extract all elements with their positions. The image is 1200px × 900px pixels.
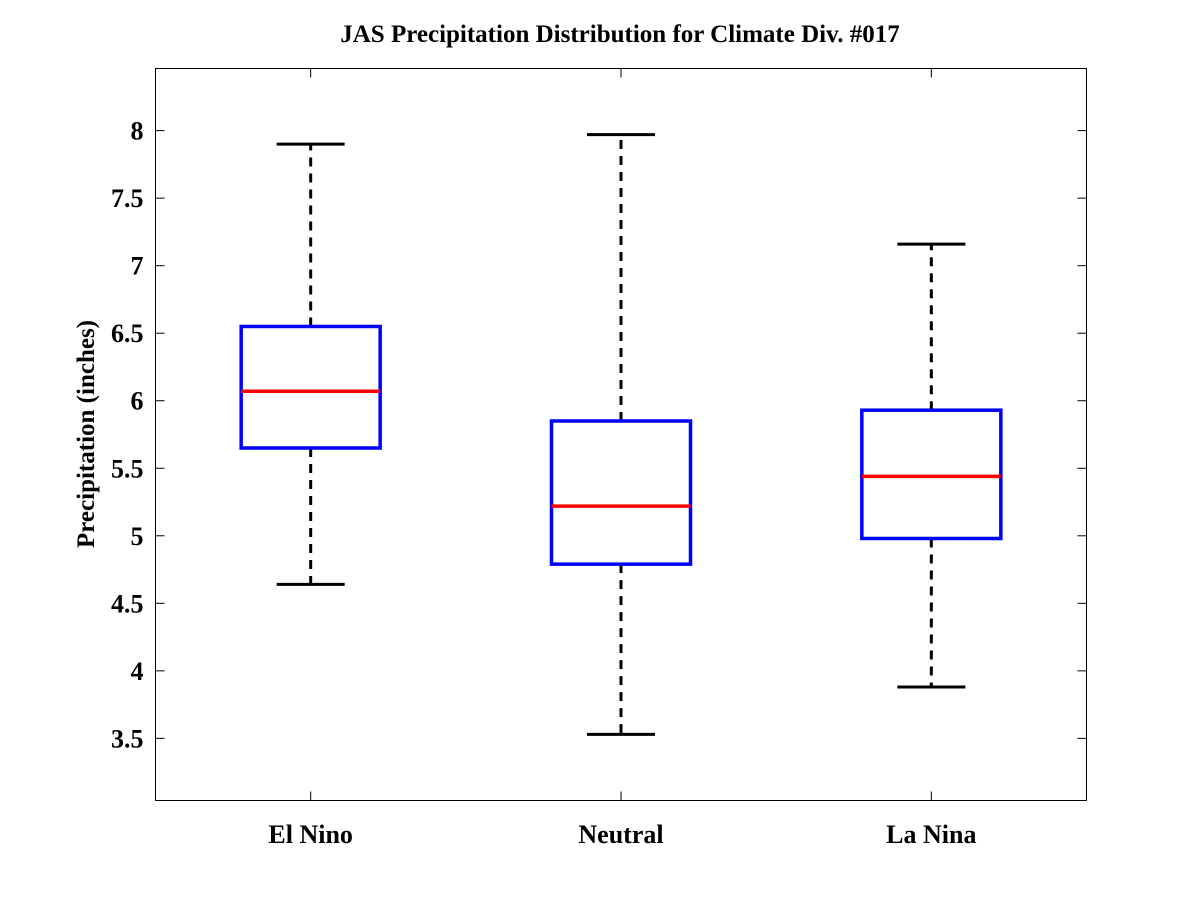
box-iqr: [860, 408, 1003, 541]
y-tick-label: 7.5: [111, 184, 144, 213]
chart-title: JAS Precipitation Distribution for Clima…: [340, 21, 899, 48]
y-tick-label: 6.5: [111, 319, 144, 348]
x-tick-label: El Nino: [268, 820, 353, 849]
box-iqr: [549, 419, 693, 566]
y-tick-label: 3.5: [111, 724, 144, 753]
y-tick-label: 4.5: [111, 589, 144, 618]
y-tick-label: 5: [131, 522, 144, 551]
y-tick-label: 7: [131, 252, 144, 281]
y-axis-label: Precipitation (inches): [73, 320, 100, 548]
x-tick-label: La Nina: [886, 820, 976, 849]
y-tick-label: 6: [131, 387, 144, 416]
y-tick-label: 4: [131, 657, 144, 686]
y-tick-label: 5.5: [111, 454, 144, 483]
x-tick-label: Neutral: [578, 820, 663, 849]
y-tick-label: 8: [131, 117, 144, 146]
box-iqr: [239, 324, 382, 450]
plot-area-frame: [155, 68, 1087, 801]
